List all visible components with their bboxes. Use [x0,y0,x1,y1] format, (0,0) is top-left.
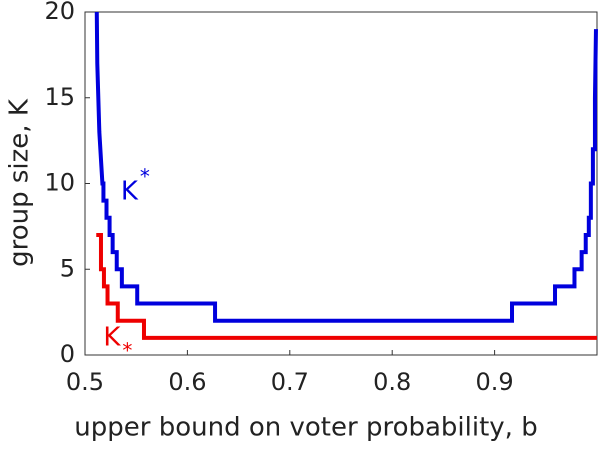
y-tick-label: 5 [60,254,75,282]
y-axis-label: group size, K [5,98,35,267]
y-tick-label: 15 [44,83,75,111]
series-line [96,232,597,340]
x-tick-label: 0.6 [168,368,206,396]
series-line [94,11,598,323]
x-tick-label: 0.7 [271,368,309,396]
annotation-script: * [140,165,150,189]
x-tick-label: 0.9 [476,368,514,396]
y-tick-label: 10 [44,169,75,197]
y-tick-label: 0 [60,340,75,368]
annotation-script: * [122,338,132,362]
annotation: K [103,322,121,352]
x-tick-label: 0.8 [373,368,411,396]
x-axis-label: upper bound on voter probability, b [74,413,537,443]
x-tick-label: 0.5 [66,368,104,396]
annotation: K [121,177,139,207]
y-tick-label: 20 [44,0,75,25]
